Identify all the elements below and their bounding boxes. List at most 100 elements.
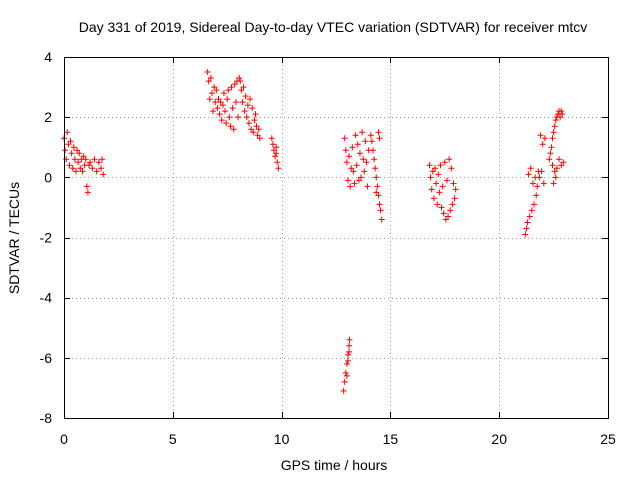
data-point bbox=[255, 126, 262, 133]
data-point bbox=[66, 162, 73, 169]
data-point bbox=[84, 189, 91, 196]
data-point bbox=[432, 165, 439, 172]
data-point bbox=[215, 96, 222, 103]
data-point bbox=[557, 114, 564, 121]
data-point bbox=[214, 105, 221, 112]
data-point bbox=[551, 168, 558, 175]
data-point bbox=[247, 96, 254, 103]
data-point bbox=[226, 114, 233, 121]
data-point bbox=[211, 84, 218, 91]
x-tick-label: 0 bbox=[60, 431, 68, 447]
y-tick-label: -6 bbox=[40, 350, 53, 366]
data-point bbox=[546, 156, 553, 163]
data-point bbox=[359, 129, 366, 136]
data-point bbox=[80, 153, 87, 160]
data-point bbox=[534, 183, 541, 190]
data-point bbox=[256, 135, 263, 142]
data-point bbox=[451, 195, 458, 202]
data-point bbox=[440, 210, 447, 217]
data-point bbox=[227, 123, 234, 130]
data-point bbox=[82, 156, 89, 163]
data-point bbox=[99, 156, 106, 163]
data-point bbox=[344, 357, 351, 364]
data-point bbox=[355, 177, 362, 184]
data-point bbox=[528, 207, 535, 214]
data-point bbox=[361, 168, 368, 175]
y-tick-label: -8 bbox=[40, 410, 53, 426]
data-point bbox=[77, 165, 84, 172]
data-point bbox=[372, 165, 379, 172]
data-point bbox=[241, 108, 248, 115]
data-point bbox=[533, 192, 540, 199]
data-point bbox=[272, 153, 279, 160]
data-point bbox=[367, 132, 374, 139]
data-point bbox=[218, 117, 225, 124]
data-point bbox=[354, 141, 361, 148]
data-point bbox=[62, 147, 69, 154]
data-point bbox=[222, 108, 229, 115]
data-point bbox=[436, 189, 443, 196]
y-tick-label: -2 bbox=[40, 230, 53, 246]
data-point bbox=[208, 90, 215, 97]
data-point bbox=[430, 195, 437, 202]
data-point bbox=[93, 168, 100, 175]
data-point bbox=[212, 99, 219, 106]
data-point bbox=[70, 144, 77, 151]
x-tick-label: 5 bbox=[169, 431, 177, 447]
data-point bbox=[274, 159, 281, 166]
data-point bbox=[445, 213, 452, 220]
x-tick-label: 15 bbox=[383, 431, 399, 447]
data-point bbox=[376, 201, 383, 208]
data-point bbox=[225, 87, 232, 94]
data-point bbox=[100, 171, 107, 178]
chart-title: Day 331 of 2019, Sidereal Day-to-day VTE… bbox=[79, 19, 588, 35]
data-point bbox=[360, 156, 367, 163]
data-point bbox=[374, 183, 381, 190]
data-point bbox=[349, 144, 356, 151]
data-point bbox=[68, 150, 75, 157]
data-point bbox=[356, 150, 363, 157]
data-point bbox=[428, 186, 435, 193]
data-point bbox=[342, 147, 349, 154]
data-point bbox=[91, 156, 98, 163]
data-point bbox=[558, 162, 565, 169]
data-point bbox=[435, 171, 442, 178]
x-tick-label: 10 bbox=[274, 431, 290, 447]
data-point bbox=[560, 159, 567, 166]
data-point bbox=[427, 174, 434, 181]
data-point bbox=[343, 159, 350, 166]
data-points bbox=[61, 69, 567, 394]
data-point bbox=[346, 336, 353, 343]
data-point bbox=[442, 216, 449, 223]
data-point bbox=[254, 132, 261, 139]
data-point bbox=[426, 162, 433, 169]
data-point bbox=[69, 165, 76, 172]
data-point bbox=[270, 147, 277, 154]
data-point bbox=[340, 387, 347, 394]
data-point bbox=[65, 141, 72, 148]
data-point bbox=[527, 165, 534, 172]
data-point bbox=[344, 177, 351, 184]
data-point bbox=[346, 342, 353, 349]
data-point bbox=[343, 372, 350, 379]
data-point bbox=[83, 183, 90, 190]
grid bbox=[64, 57, 608, 418]
data-point bbox=[550, 180, 557, 187]
data-point bbox=[437, 162, 444, 169]
data-point bbox=[97, 165, 104, 172]
data-point bbox=[363, 159, 370, 166]
data-point bbox=[549, 162, 556, 169]
data-point bbox=[74, 147, 81, 154]
data-point bbox=[230, 126, 237, 133]
data-point bbox=[434, 201, 441, 208]
data-point bbox=[236, 75, 243, 82]
data-point bbox=[353, 162, 360, 169]
data-point bbox=[242, 93, 249, 100]
data-point bbox=[232, 99, 239, 106]
data-point bbox=[525, 171, 532, 178]
data-point bbox=[559, 111, 566, 118]
data-point bbox=[87, 159, 94, 166]
data-point bbox=[76, 150, 83, 157]
data-point bbox=[89, 165, 96, 172]
